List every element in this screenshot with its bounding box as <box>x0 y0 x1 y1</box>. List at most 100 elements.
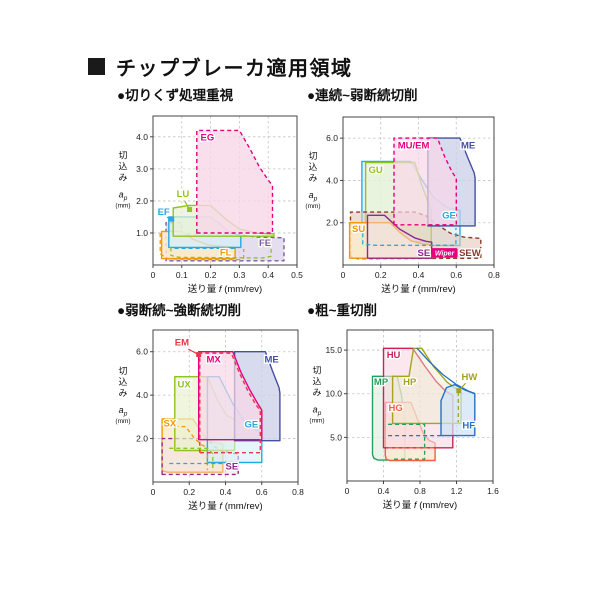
region-label-GE: GE <box>245 419 259 430</box>
x-tick-label: 0 <box>341 270 346 280</box>
y-tick-label: 4.0 <box>326 175 338 185</box>
y-axis-label-char: 切 <box>312 366 321 376</box>
x-axis-label: 送り量 f (mm/rev) <box>381 283 455 295</box>
y-axis-label-char: 込 <box>118 377 127 387</box>
leader-marker <box>169 216 175 222</box>
x-tick-label: 0.6 <box>450 270 462 280</box>
region-HF <box>440 383 476 437</box>
x-tick-label: 0.8 <box>488 270 500 280</box>
x-tick-label: 1.6 <box>487 486 499 496</box>
x-axis-label: 送り量 f (mm/rev) <box>383 499 457 511</box>
y-tick-label: 10.0 <box>325 389 342 399</box>
region-label-LU: LU <box>177 189 190 200</box>
region-label-HG: HG <box>389 403 403 414</box>
y-axis-label-char: み <box>312 388 321 398</box>
line-mp-dashed-variant <box>388 423 426 460</box>
region-label-FL: FL <box>220 247 232 258</box>
region-label-GE: GE <box>442 210 456 221</box>
region-label-EG: EG <box>201 133 215 144</box>
line-lu-dashed-variant <box>170 239 272 259</box>
y-tick-label: 5.0 <box>330 432 342 442</box>
region-label-EM: EM <box>175 338 189 349</box>
region-label-MU/EM: MU/EM <box>398 141 430 152</box>
region-label-HF: HF <box>462 421 475 432</box>
region-label-ME: ME <box>264 355 278 366</box>
chart-subtitle-3: ●粗~重切削 <box>307 303 378 318</box>
x-tick-label: 0.4 <box>413 270 425 280</box>
x-tick-label: 0.8 <box>292 487 304 497</box>
region-MU-EM <box>393 137 457 226</box>
region-MX <box>198 351 263 441</box>
chart-subtitle-1: ●連続~弱断続切削 <box>307 88 418 103</box>
region-label-UX: UX <box>177 380 191 391</box>
y-axis-symbol: ap <box>313 405 322 418</box>
y-tick-label: 6.0 <box>136 347 148 357</box>
region-label-ME: ME <box>461 141 475 152</box>
chart-panel-0: ●切りくず処理重視 EG LU EF FL FE 0 0.1 0.2 0.3 0.4 0.5 1.0 2.… <box>95 84 310 309</box>
x-axis-label: 送り量 f (mm/rev) <box>188 500 262 512</box>
region-label-GU: GU <box>368 165 382 176</box>
y-axis-label-char: み <box>118 173 127 183</box>
y-tick-label: 2.0 <box>136 196 148 206</box>
region-label-SEW: SEW <box>459 248 481 259</box>
y-axis-symbol: ap <box>119 190 128 203</box>
x-tick-label: 0 <box>151 487 156 497</box>
y-axis-unit: (mm) <box>305 203 320 210</box>
x-tick-label: 0.1 <box>176 270 188 280</box>
x-tick-label: 0.2 <box>183 487 195 497</box>
region-label-SE: SE <box>418 248 431 259</box>
y-tick-label: 2.0 <box>136 434 148 444</box>
y-axis-label-char: み <box>118 388 127 398</box>
wiper-badge <box>431 248 458 258</box>
y-tick-label: 4.0 <box>136 390 148 400</box>
y-axis-label-char: 込 <box>118 162 127 172</box>
y-tick-label: 4.0 <box>136 132 148 142</box>
region-label-HW: HW <box>462 372 478 383</box>
chart-canvas-0: EG LU EF FL FE 0 0.1 0.2 0.3 0.4 0.5 1.0 2.0 3.0 4.0 送り… <box>115 115 303 295</box>
region-label-SE: SE <box>226 461 239 472</box>
y-axis-unit: (mm) <box>309 418 324 425</box>
chart-subtitle-0: ●切りくず処理重視 <box>117 88 234 103</box>
y-tick-label: 3.0 <box>136 164 148 174</box>
y-axis-label-char: 切 <box>118 151 127 161</box>
y-axis-label-char: 込 <box>308 162 317 172</box>
title-square-icon <box>88 58 105 75</box>
y-tick-label: 15.0 <box>325 345 342 355</box>
y-axis-unit: (mm) <box>115 203 130 210</box>
y-axis-symbol: ap <box>119 405 128 418</box>
x-tick-label: 0.2 <box>375 270 387 280</box>
x-tick-label: 0.8 <box>414 486 426 496</box>
region-label-MX: MX <box>206 355 221 366</box>
page-header: チップブレーカ適用領域 <box>88 52 353 81</box>
y-tick-label: 1.0 <box>136 228 148 238</box>
x-tick-label: 0.4 <box>262 270 274 280</box>
region-label-SX: SX <box>164 419 177 430</box>
x-tick-label: 0.6 <box>256 487 268 497</box>
x-tick-label: 0.5 <box>291 270 303 280</box>
wiper-badge-label: Wiper <box>435 251 456 258</box>
plot-border <box>152 115 298 266</box>
x-tick-label: 0.4 <box>378 486 390 496</box>
leader-marker <box>187 207 193 213</box>
x-tick-label: 0 <box>151 270 156 280</box>
region-label-HP: HP <box>403 377 417 388</box>
y-axis-label-char: 切 <box>118 366 127 376</box>
region-EG <box>196 129 274 234</box>
chart-subtitle-2: ●弱断続~強断続切削 <box>117 303 242 318</box>
page-title: チップブレーカ適用領域 <box>116 58 353 80</box>
y-axis-unit: (mm) <box>115 418 130 425</box>
x-tick-label: 0.2 <box>205 270 217 280</box>
x-tick-label: 0 <box>345 486 350 496</box>
region-label-FE: FE <box>259 238 271 249</box>
region-label-MP: MP <box>374 377 389 388</box>
line-sx-dashed-variant <box>167 425 209 471</box>
region-label-HU: HU <box>387 350 401 361</box>
chart-panel-2: ●弱断続~強断続切削 EM MX ME UX SX GE SE 0 0.2 0.4 0.6 0.8 2.0… <box>95 299 310 524</box>
leader-marker <box>196 352 202 358</box>
chart-canvas-2: EM MX ME UX SX GE SE 0 0.2 0.4 0.6 0.8 2.0 4.0 6.0 送り量 … <box>115 329 304 512</box>
y-axis-label-char: 切 <box>308 151 317 161</box>
line-hf-outer-curve <box>416 347 476 395</box>
line-ge-dashed-bottom <box>362 228 457 246</box>
region-label-SU: SU <box>352 224 365 235</box>
